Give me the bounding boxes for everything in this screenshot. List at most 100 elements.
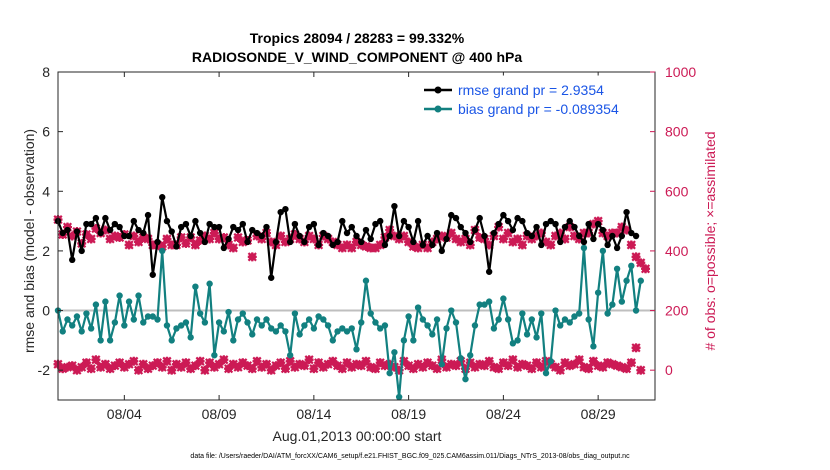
bias-point <box>83 310 90 317</box>
bias-point <box>206 280 213 287</box>
y-tick-label-right: 600 <box>665 183 689 199</box>
rmse-point <box>362 226 370 234</box>
rmse-point <box>628 229 635 237</box>
rmse-point <box>575 232 583 240</box>
rmse-point <box>419 241 427 249</box>
bias-point <box>69 322 76 329</box>
bias-point <box>632 307 640 314</box>
y-tick-label-right: 400 <box>665 243 689 259</box>
obs-assimilated-point <box>626 240 636 250</box>
obs-assimilated-point <box>129 356 139 366</box>
bias-point <box>215 319 223 326</box>
rmse-point <box>253 229 261 237</box>
rmse-point <box>301 238 308 246</box>
rmse-point <box>272 238 280 246</box>
rmse-point <box>391 202 398 210</box>
rmse-point <box>613 244 621 252</box>
bias-point <box>547 358 554 365</box>
bias-point <box>613 265 621 272</box>
legend: rmse grand pr = 2.9354 bias grand pr = -… <box>419 75 649 121</box>
bias-point <box>419 316 427 323</box>
bias-point <box>334 328 341 335</box>
footer-data-file: data file: /Users/raeder/DAI/ATM_forcXX/… <box>190 453 630 460</box>
rmse-point <box>320 229 327 237</box>
y-tick-label: 2 <box>42 243 50 259</box>
bias-point <box>580 244 588 252</box>
bias-point <box>504 316 512 323</box>
bias-point <box>400 337 408 344</box>
rmse-point <box>538 241 545 249</box>
bias-point <box>291 310 299 317</box>
bias-point <box>263 316 270 323</box>
obs-assimilated-point <box>200 365 210 375</box>
x-tick-label: 08/19 <box>391 406 426 422</box>
rmse-point <box>443 235 450 243</box>
bias-point <box>182 319 190 326</box>
bias-point <box>144 313 152 320</box>
obs-assimilated-point <box>555 365 565 375</box>
rmse-point <box>286 238 294 246</box>
y-tick-label: -2 <box>38 362 51 378</box>
obs-assimilated-point <box>219 355 229 365</box>
rmse-point <box>154 238 161 246</box>
bias-point <box>196 310 204 317</box>
bias-point <box>211 352 218 359</box>
obs-assimilated-point <box>422 243 433 253</box>
bias-point <box>609 301 616 308</box>
bias-point <box>552 307 559 314</box>
bias-point <box>268 325 275 332</box>
rmse-point <box>557 238 564 246</box>
y-tick-label-right: 1000 <box>665 64 696 80</box>
rmse-point <box>632 232 640 240</box>
rmse-point <box>78 247 85 255</box>
bias-point <box>87 325 95 332</box>
bias-point <box>509 340 517 347</box>
rmse-point <box>348 223 355 231</box>
legend-rmse-marker <box>434 86 442 94</box>
bias-point <box>500 295 507 302</box>
rmse-point <box>206 220 213 228</box>
obs-assimilated-point <box>280 364 291 374</box>
bias-point <box>159 247 166 255</box>
rmse-point <box>547 217 554 225</box>
bias-point <box>457 355 464 362</box>
rmse-point <box>87 220 95 228</box>
rmse-point <box>144 211 152 219</box>
rmse-point <box>424 232 431 240</box>
rmse-point <box>580 238 588 246</box>
obs-assimilated-point <box>418 362 428 372</box>
obs-assimilated-point <box>588 219 598 229</box>
obs-assimilated-point <box>77 362 87 372</box>
bias-point <box>106 337 114 344</box>
rmse-point <box>173 243 180 250</box>
rmse-point <box>182 220 190 228</box>
bias-point <box>391 349 398 356</box>
bias-point <box>405 313 412 320</box>
rmse-point <box>225 235 232 243</box>
rmse-point <box>130 217 138 225</box>
x-axis-label: Aug.01,2013 00:00:00 start <box>273 428 442 444</box>
rmse-point <box>211 223 218 231</box>
bias-point <box>272 328 280 335</box>
bias-point <box>253 316 261 323</box>
bias-point <box>462 375 469 383</box>
obs-assimilated-point <box>304 355 314 365</box>
obs-assimilated-point <box>252 356 262 366</box>
bias-point <box>528 316 536 323</box>
bias-point <box>173 325 180 332</box>
rmse-point <box>315 241 322 249</box>
obs-assimilated-point <box>214 359 224 369</box>
rmse-point <box>566 217 573 225</box>
rmse-point <box>552 220 559 228</box>
bias-point <box>296 331 303 338</box>
rmse-point <box>495 220 502 228</box>
bias-point <box>234 316 242 323</box>
rmse-point <box>329 241 337 249</box>
rmse-point <box>140 229 147 237</box>
bias-point <box>514 337 521 344</box>
bias-point <box>339 325 346 332</box>
rmse-point <box>324 232 332 240</box>
obs-assimilated-point <box>223 364 234 374</box>
bias-point <box>168 337 175 344</box>
